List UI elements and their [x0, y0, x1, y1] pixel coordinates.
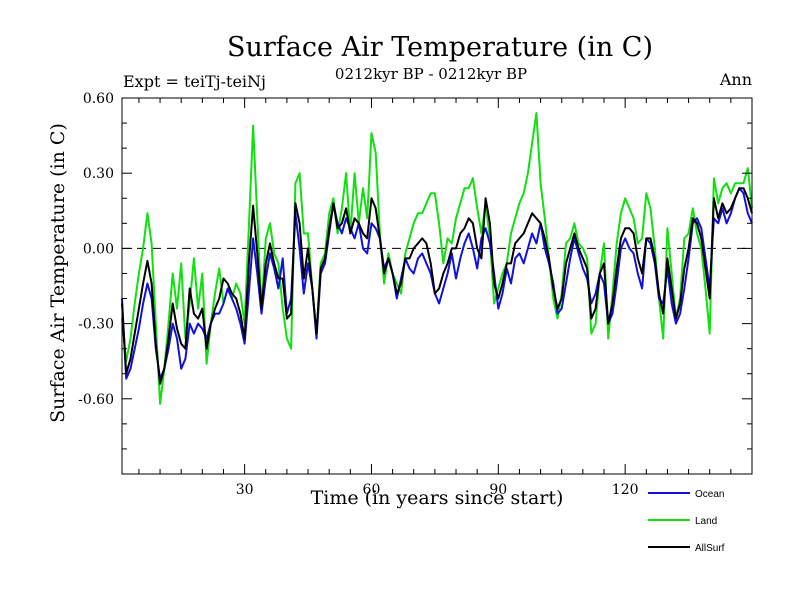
- y-tick-label: -0.30: [78, 317, 114, 333]
- series-line-allsurf: [121, 187, 753, 385]
- y-axis-label: Surface Air Temperature (in C): [47, 123, 69, 423]
- legend-label-land: Land: [695, 516, 717, 527]
- legend: Ocean Land AllSurf: [648, 489, 725, 554]
- experiment-label: Expt = teiTj-teiNj: [123, 72, 266, 91]
- x-tick-label: 30: [236, 482, 254, 498]
- y-tick-label: 0.00: [83, 241, 114, 257]
- x-tick-label: 120: [612, 482, 639, 498]
- x-axis-label: Time (in years since start): [311, 487, 564, 509]
- plot-area: 0.60 0.30 0.00 -0.30 -0.60 30 60 90 120: [78, 91, 753, 498]
- plot-frame: [121, 97, 753, 475]
- series-line-land: [121, 112, 753, 405]
- chart-subtitle: 0212kyr BP - 0212kyr BP: [335, 65, 527, 83]
- legend-label-ocean: Ocean: [695, 489, 724, 500]
- y-tick-label: 0.30: [83, 166, 114, 182]
- legend-label-allsurf: AllSurf: [695, 543, 725, 554]
- period-label: Ann: [719, 70, 752, 89]
- chart-title: Surface Air Temperature (in C): [227, 32, 653, 63]
- y-tick-label: -0.60: [78, 392, 114, 408]
- y-tick-label: 0.60: [83, 91, 114, 107]
- x-tick-label: 90: [489, 482, 507, 498]
- x-tick-label: 60: [363, 482, 381, 498]
